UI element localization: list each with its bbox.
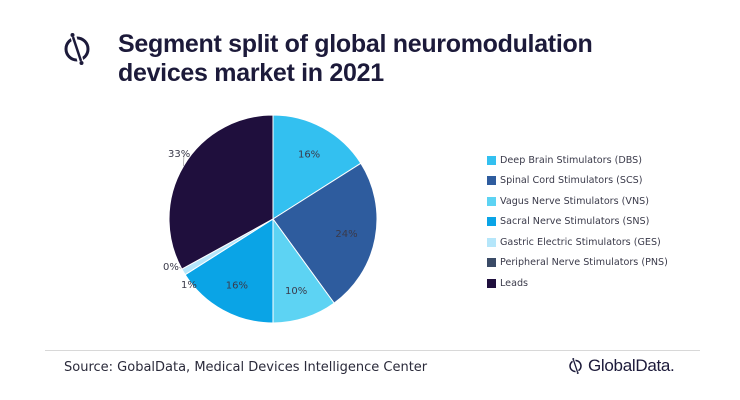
legend-label: Peripheral Nerve Stimulators (PNS) [500,257,668,269]
legend-swatch [487,155,496,165]
legend-label: Deep Brain Stimulators (DBS) [500,154,643,166]
pie-slice-1 [272,162,378,304]
legend: Deep Brain Stimulators (DBS) Spinal Cord … [487,150,668,294]
leader-line [183,153,185,167]
legend-item: Leads [487,273,668,294]
legend-swatch [487,217,496,227]
legend-item: Vagus Nerve Stimulators (VNS) [487,191,668,212]
legend-swatch [487,196,496,206]
data-label: 10% [285,286,307,297]
legend-label: Sacral Nerve Stimulators (SNS) [500,216,650,228]
legend-label: Spinal Cord Stimulators (SCS) [500,175,643,187]
data-label: 24% [335,229,357,240]
legend-label: Gastric Electric Stimulators (GES) [500,236,661,248]
data-label: 1% [181,280,197,291]
legend-item: Gastric Electric Stimulators (GES) [487,232,668,253]
legend-swatch [487,237,496,247]
brand-name: GlobalData. [588,356,675,375]
divider [45,350,700,351]
legend-item: Deep Brain Stimulators (DBS) [487,150,668,171]
globaldata-logo-icon [64,33,90,65]
data-label: 16% [298,149,320,160]
legend-item: Sacral Nerve Stimulators (SNS) [487,212,668,233]
legend-swatch [487,258,496,268]
legend-label: Leads [500,277,529,289]
pie-slice-0 [272,114,362,220]
data-label: 33% [168,149,190,160]
globaldata-logo-icon [569,358,582,374]
legend-label: Vagus Nerve Stimulators (VNS) [500,195,649,207]
chart-title: Segment split of global neuromodulation … [118,30,593,87]
legend-swatch [487,176,496,186]
pie-slice-3 [184,218,274,324]
data-label: 0% [163,262,179,273]
source-note: Source: GobalData, Medical Devices Intel… [64,360,428,375]
legend-item: Peripheral Nerve Stimulators (PNS) [487,253,668,274]
data-label: 16% [226,281,248,292]
legend-item: Spinal Cord Stimulators (SCS) [487,171,668,192]
pie-chart: 16% 24% 10% 16% 1%0% 33% [163,114,378,324]
legend-swatch [487,278,496,288]
footer-logo: GlobalData. [567,355,675,377]
